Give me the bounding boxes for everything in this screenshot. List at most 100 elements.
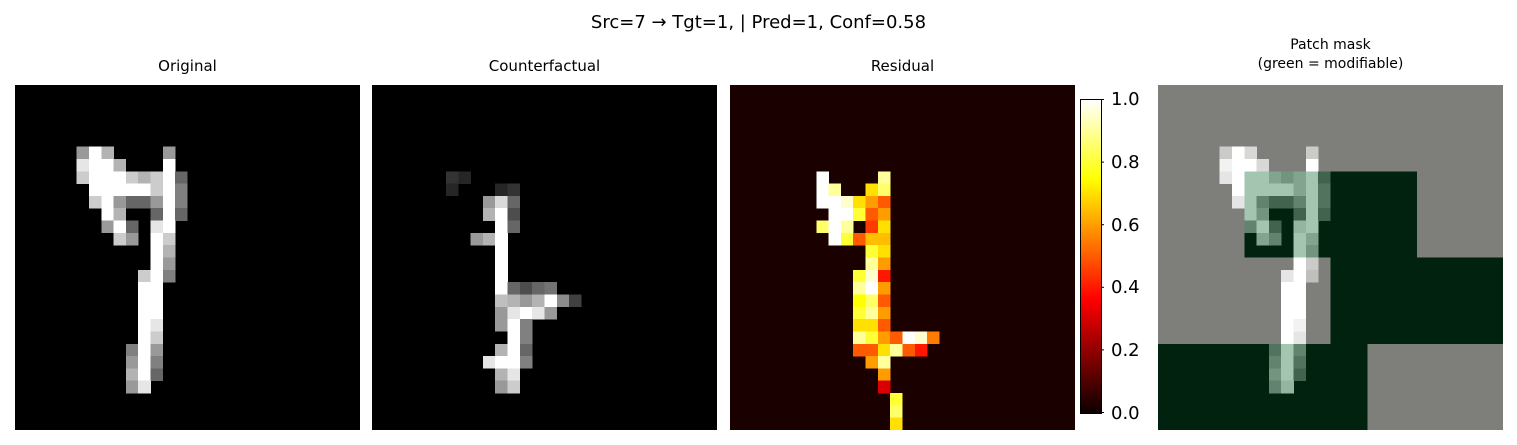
pixel-cell <box>470 232 484 246</box>
mask-digit-pixel <box>1293 208 1307 221</box>
pixel-cell <box>544 282 558 295</box>
mask-digit-pixel <box>1244 220 1257 234</box>
mask-digit-pixel <box>1305 245 1319 258</box>
mask-digit-pixel <box>1244 195 1257 209</box>
pixel-cell <box>162 183 176 197</box>
pixel-cell <box>890 343 903 357</box>
mask-digit-pixel <box>1256 171 1270 184</box>
colorbar-tick-label: 0.6 <box>1111 215 1140 236</box>
pixel-cell <box>853 319 866 332</box>
mask-digit-pixel <box>1268 220 1282 234</box>
mask-digit-pixel <box>1293 171 1307 184</box>
mask-digit-pixel <box>1293 319 1307 332</box>
pixel-cell <box>865 269 879 283</box>
pixel-cell <box>445 183 459 197</box>
pixel-cell <box>828 208 842 221</box>
mask-digit-pixel <box>1268 343 1282 357</box>
pixel-cell <box>853 269 866 283</box>
mask-digit-pixel <box>1281 319 1294 332</box>
pixel-cell <box>495 294 508 308</box>
colorbar-tick-marks <box>1101 99 1104 413</box>
pixel-cell <box>495 183 508 197</box>
image-background <box>372 85 717 430</box>
pixel-cell <box>890 405 903 418</box>
pixel-cell <box>507 368 521 381</box>
mask-digit-pixel <box>1293 257 1307 271</box>
pixel-cell <box>865 331 879 344</box>
pixel-cell <box>88 195 102 209</box>
pixel-cell <box>150 319 164 332</box>
pixel-cell <box>865 282 879 295</box>
pixel-cell <box>101 183 114 197</box>
mask-digit-pixel <box>1281 195 1294 209</box>
pixel-cell <box>816 171 829 184</box>
pixel-cell <box>138 319 151 332</box>
mask-digit-pixel <box>1244 158 1257 172</box>
panel-title-counterfactual: Counterfactual <box>488 57 601 75</box>
pixel-cell <box>865 356 879 369</box>
pixel-cell <box>890 393 903 406</box>
pixel-cell <box>519 306 533 320</box>
pixel-cell <box>101 146 114 160</box>
pixel-cell <box>865 232 879 246</box>
pixel-cell <box>138 269 151 283</box>
pixel-cell <box>482 232 496 246</box>
pixel-cell <box>113 220 127 234</box>
colorbar-tick-label: 1.0 <box>1111 89 1140 110</box>
pixel-cell <box>877 232 891 246</box>
mask-digit-pixel <box>1293 294 1307 308</box>
pixel-cell <box>150 282 164 295</box>
pixel-cell <box>125 220 139 234</box>
pixel-cell <box>138 294 151 308</box>
pixel-cell <box>495 195 508 209</box>
pixel-cell <box>853 306 866 320</box>
pixel-cell <box>138 195 151 209</box>
pixel-cell <box>138 331 151 344</box>
pixel-cell <box>914 343 928 357</box>
pixel-cell <box>877 331 891 344</box>
mask-digit-pixel <box>1268 368 1282 381</box>
pixel-cell <box>162 158 176 172</box>
pixel-cell <box>175 183 188 197</box>
pixel-cell <box>877 257 891 271</box>
colorbar-tick-label: 0.2 <box>1111 340 1140 361</box>
pixel-cell <box>88 183 102 197</box>
pixel-cell <box>150 356 164 369</box>
mask-digit-pixel <box>1318 195 1331 209</box>
pixel-cell <box>162 195 176 209</box>
mask-digit-pixel <box>1281 356 1294 369</box>
pixel-cell <box>495 245 508 258</box>
pixel-cell <box>162 269 176 283</box>
pixel-cell <box>507 282 521 295</box>
pixel-cell <box>113 171 127 184</box>
pixel-cell <box>877 171 891 184</box>
pixel-cell <box>816 220 829 234</box>
mask-digit-pixel <box>1219 146 1233 160</box>
pixel-cell <box>162 232 176 246</box>
pixel-cell <box>113 158 127 172</box>
pixel-cell <box>101 171 114 184</box>
pixel-cell <box>162 257 176 271</box>
pixel-cell <box>507 183 521 197</box>
pixel-cell <box>853 208 866 221</box>
pixel-cell <box>853 331 866 344</box>
mask-digit-pixel <box>1293 269 1307 283</box>
panel-title-patch-mask: Patch mask (green = modifiable) <box>1158 36 1503 74</box>
mask-modifiable-region <box>1158 171 1503 430</box>
mask-digit-pixel <box>1244 171 1257 184</box>
pixel-cell <box>828 220 842 234</box>
pixel-cell <box>125 368 139 381</box>
pixel-cell <box>544 306 558 320</box>
mask-digit-pixel <box>1256 183 1270 197</box>
pixel-cell <box>519 356 533 369</box>
mask-digit-pixel <box>1281 183 1294 197</box>
mask-digit-pixel <box>1318 171 1331 184</box>
pixel-cell <box>507 306 521 320</box>
mask-digit-pixel <box>1268 232 1282 246</box>
pixel-cell <box>150 368 164 381</box>
pixel-cell <box>519 331 533 344</box>
patch-mask-image <box>1158 85 1503 430</box>
pixel-cell <box>125 343 139 357</box>
mask-digit-pixel <box>1219 171 1233 184</box>
pixel-cell <box>150 306 164 320</box>
